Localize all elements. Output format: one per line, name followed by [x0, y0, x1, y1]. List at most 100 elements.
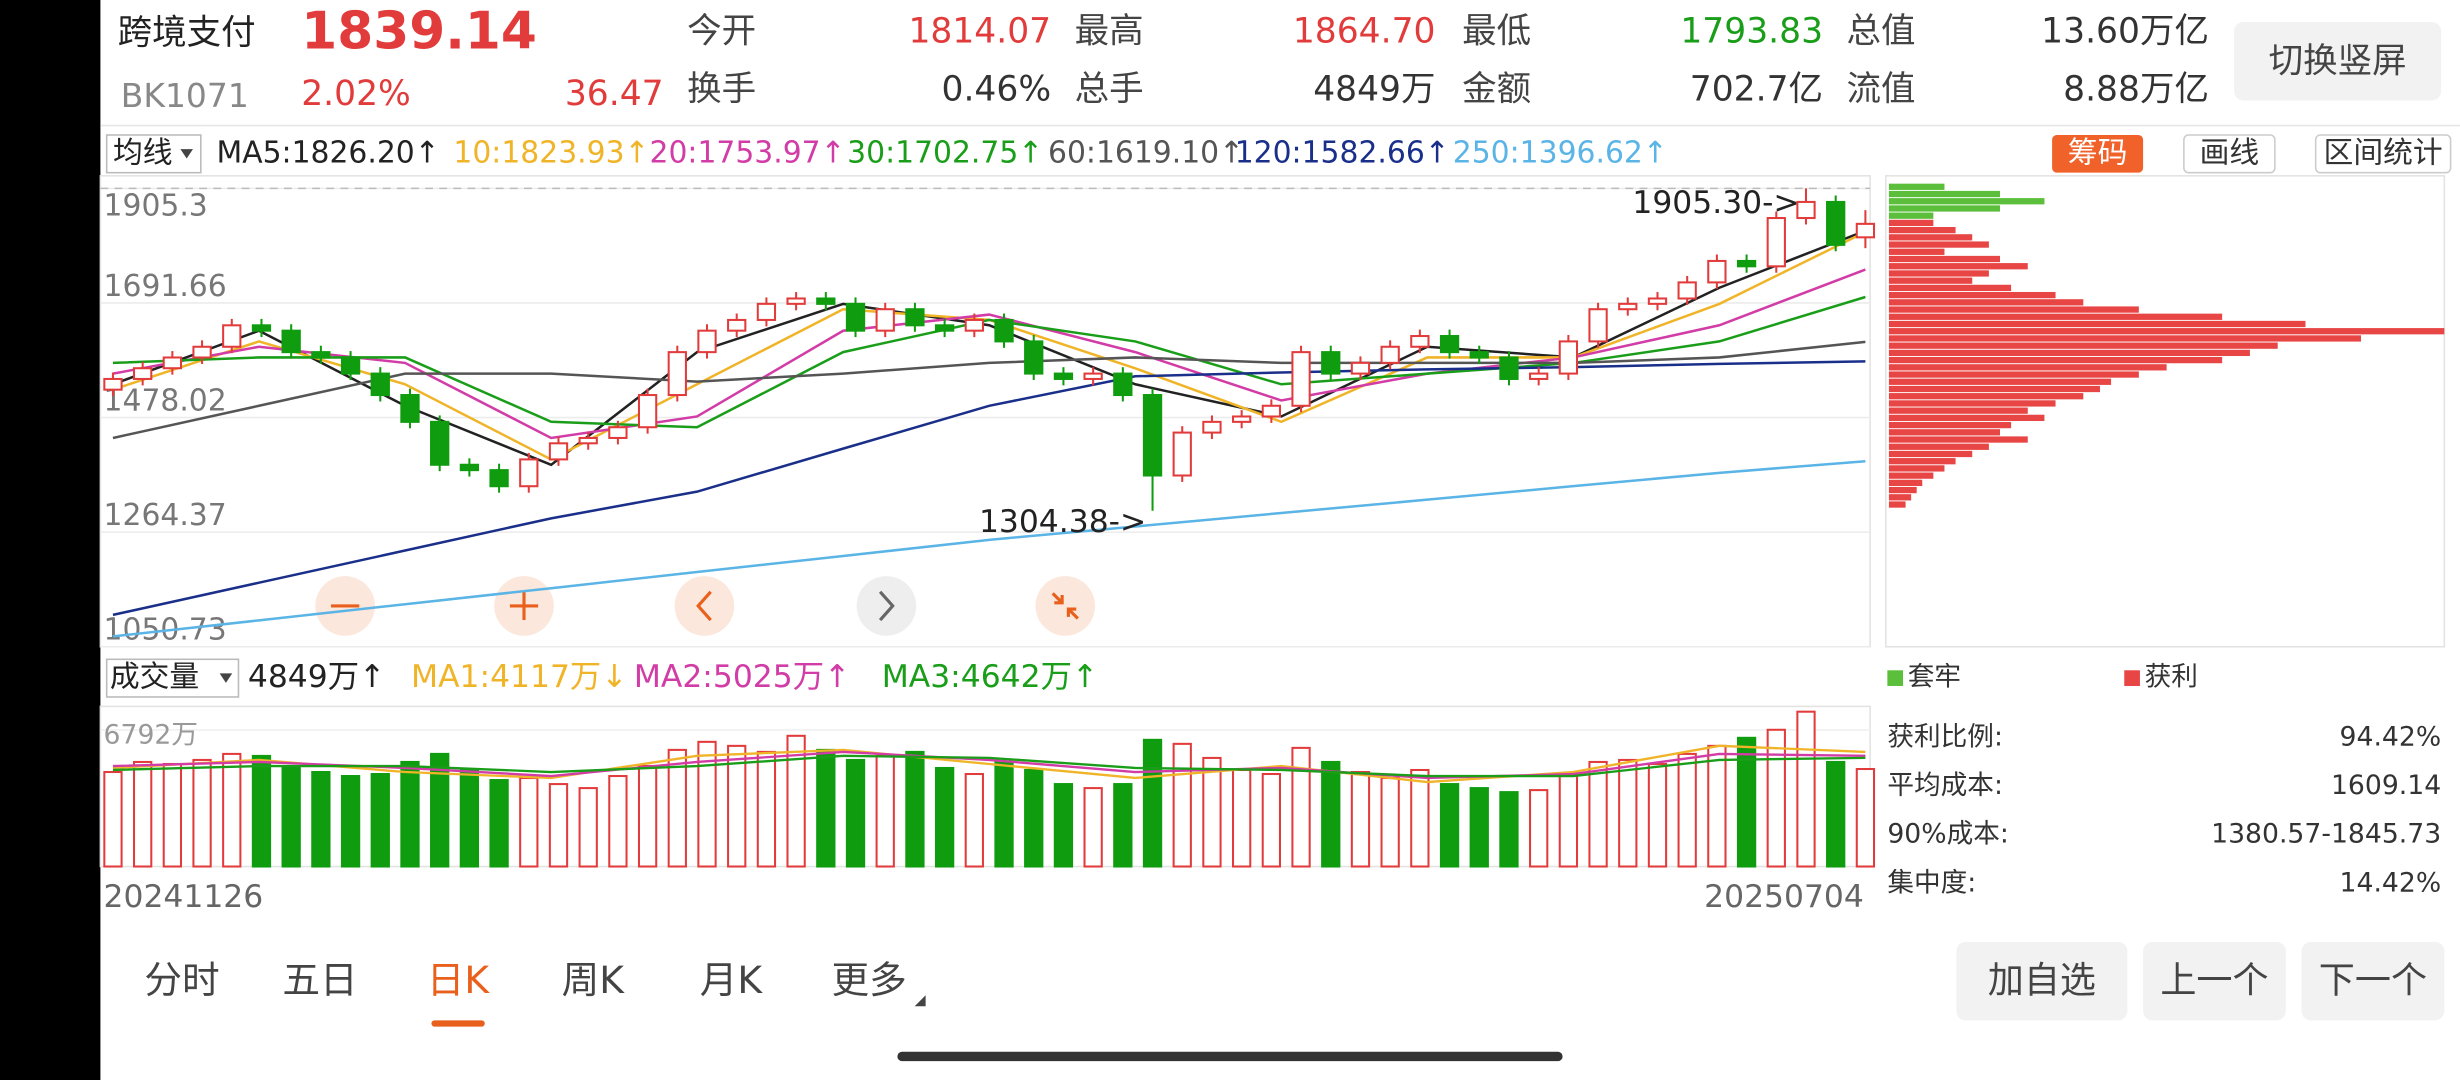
chip-bar [1888, 263, 2028, 270]
button[interactable] [2301, 941, 2445, 1021]
volume-bar [1172, 742, 1192, 868]
code: BK1071 [121, 76, 249, 115]
volume-bar [1321, 760, 1341, 868]
icon [1051, 592, 1079, 620]
chip-bar [1888, 205, 2001, 212]
volume-bar [1202, 756, 1222, 868]
legend-item: MA3:4642万↑ [882, 659, 1099, 695]
tab[interactable]: 周K [562, 958, 626, 1002]
chip-bar [1888, 248, 1945, 255]
chip-bar [1888, 306, 2139, 313]
candle-body [103, 377, 123, 391]
tool-button[interactable] [2314, 134, 2452, 174]
tab[interactable]: 分时 [144, 958, 219, 1002]
button[interactable] [1956, 941, 2128, 1021]
chip-bar [1888, 241, 1989, 248]
y-tick-label: 1905.3 [104, 189, 208, 224]
volume-bar [905, 750, 925, 868]
candle-body [1766, 217, 1786, 268]
volume-bar [370, 772, 390, 868]
volume-bar [1083, 787, 1103, 868]
dropdown-arrow [219, 673, 233, 683]
volume-bar [667, 748, 687, 868]
scroll-left[interactable] [674, 576, 735, 636]
volume-bar [459, 768, 480, 868]
chip-bar [1888, 349, 2250, 357]
chip-stat-value: 14.42% [2340, 867, 2442, 898]
candle-body [1439, 335, 1460, 354]
chip-bar [1888, 501, 1906, 508]
tab[interactable]: 月K [700, 958, 764, 1002]
volume-bar [1736, 736, 1757, 868]
candle-body [1291, 351, 1311, 407]
tab[interactable]: 五日 [282, 958, 357, 1002]
volume-selector[interactable] [105, 658, 240, 698]
scroll-right[interactable] [856, 576, 917, 636]
candle-body [400, 394, 420, 423]
volume-bar [1677, 752, 1697, 868]
volume-bar [1766, 728, 1786, 868]
volume-bar [964, 772, 984, 868]
chip-bar [1888, 400, 2056, 407]
candle-body [1469, 351, 1489, 359]
stat-value: 1814.07 [908, 11, 1051, 51]
chip-bar [1888, 385, 2100, 393]
orientation-label: 切换竖屏 [2269, 41, 2407, 81]
chip-bar [1888, 198, 2045, 205]
candle-body [1647, 297, 1668, 305]
stat-value: 1864.70 [1293, 11, 1436, 51]
stat-value: 0.46% [942, 70, 1052, 110]
chip-bar [1888, 291, 2056, 299]
legend-item: 套牢 [1908, 662, 1961, 693]
legend-item: MA5:1826.20↑ [217, 135, 440, 170]
volume-ma-line [112, 750, 1866, 780]
button[interactable] [2143, 941, 2286, 1021]
candle-body [1588, 308, 1608, 343]
reset[interactable] [1035, 576, 1096, 636]
tool-label: 画线 [2200, 135, 2260, 170]
volume-bar [816, 748, 836, 868]
volume-bar [756, 750, 777, 868]
volume-bar [1469, 787, 1489, 868]
chip-bar [1888, 450, 1973, 458]
candle-body [727, 318, 747, 332]
volume-bar [1291, 746, 1311, 868]
chip-bar [1888, 226, 1956, 234]
volume-bar [222, 752, 242, 868]
y-tick-label: 1478.02 [104, 383, 227, 418]
candle-body [1736, 259, 1757, 268]
volume-current: 4849万↑ [248, 659, 385, 695]
stat-label: 换手 [687, 70, 756, 110]
tab[interactable]: 日K [427, 958, 491, 1002]
candle-body [1677, 281, 1697, 300]
volume-bar [1707, 744, 1727, 868]
chip-bar [1888, 299, 2084, 306]
tool-button[interactable] [2052, 135, 2144, 173]
volume-ma-line [112, 744, 1866, 784]
candle-body [1321, 351, 1341, 375]
change-pct: 2.02% [301, 74, 411, 114]
volume-bar [1529, 789, 1549, 868]
volume-bar [727, 744, 747, 868]
tool-button[interactable] [2183, 134, 2276, 174]
candle-body [1529, 372, 1549, 380]
x-tick-label: 20250704 [1704, 879, 1864, 915]
price: 1839.14 [301, 2, 537, 62]
chip-bar [1888, 270, 1989, 277]
chip-stat-value: 94.42% [2340, 721, 2442, 752]
chip-bar [1888, 407, 2028, 414]
tab[interactable]: 更多 [832, 958, 907, 1002]
chip-bar [1888, 486, 1917, 494]
volume-bar [192, 758, 212, 868]
chip-bar [1888, 284, 2012, 292]
legend-item: 获利 [2145, 662, 2198, 693]
orientation-button[interactable] [2234, 21, 2442, 101]
legend-item: 250:1396.62↑ [1453, 135, 1668, 170]
candle-body [964, 318, 984, 332]
candle-body [1142, 394, 1163, 477]
candle-body [489, 469, 509, 488]
candle-body [1024, 340, 1044, 375]
chip-bar [1888, 313, 2223, 320]
